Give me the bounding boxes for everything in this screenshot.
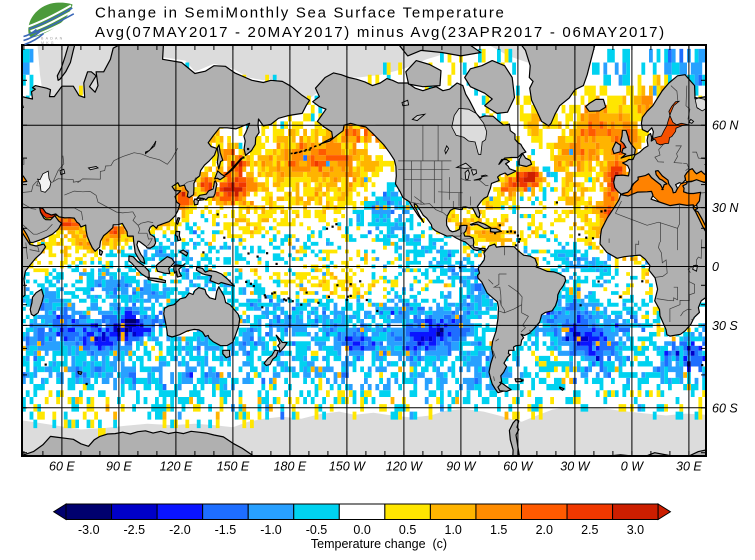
svg-text:-0.5: -0.5 [306,523,328,537]
svg-text:1.0: 1.0 [445,523,462,537]
svg-text:30 E: 30 E [676,460,702,474]
svg-text:30 W: 30 W [560,460,590,474]
svg-text:-1.5: -1.5 [215,523,237,537]
svg-text:MKG: MKG [41,41,56,45]
svg-text:-1.0: -1.0 [260,523,282,537]
svg-text:-2.0: -2.0 [169,523,191,537]
svg-text:2.5: 2.5 [581,523,598,537]
svg-text:-3.0: -3.0 [78,523,100,537]
svg-text:Temperature change (c): Temperature change (c) [311,537,447,551]
svg-text:2.0: 2.0 [536,523,553,537]
svg-text:Avg(07MAY2017 - 20MAY2017) min: Avg(07MAY2017 - 20MAY2017) minus Avg(23A… [95,24,666,41]
svg-text:BADAN: BADAN [41,37,64,41]
svg-text:180 E: 180 E [274,460,307,474]
svg-text:Change in SemiMonthly Sea Surf: Change in SemiMonthly Sea Surface Temper… [95,5,506,22]
svg-text:60 N: 60 N [712,119,739,133]
svg-text:0.5: 0.5 [399,523,416,537]
svg-text:90 W: 90 W [446,460,476,474]
svg-text:0 W: 0 W [621,460,644,474]
svg-text:150 E: 150 E [217,460,250,474]
svg-text:3.0: 3.0 [627,523,644,537]
svg-text:60 S: 60 S [712,401,738,415]
svg-text:60 W: 60 W [503,460,533,474]
svg-text:120 E: 120 E [160,460,193,474]
svg-text:1.5: 1.5 [490,523,507,537]
svg-text:0: 0 [712,260,719,274]
svg-text:120 W: 120 W [386,460,423,474]
svg-text:150 W: 150 W [329,460,366,474]
svg-text:0.0: 0.0 [353,523,370,537]
svg-text:30 S: 30 S [712,319,738,333]
svg-text:90 E: 90 E [106,460,132,474]
svg-text:-2.5: -2.5 [124,523,146,537]
svg-text:30 N: 30 N [712,201,739,215]
svg-text:60 E: 60 E [49,460,75,474]
